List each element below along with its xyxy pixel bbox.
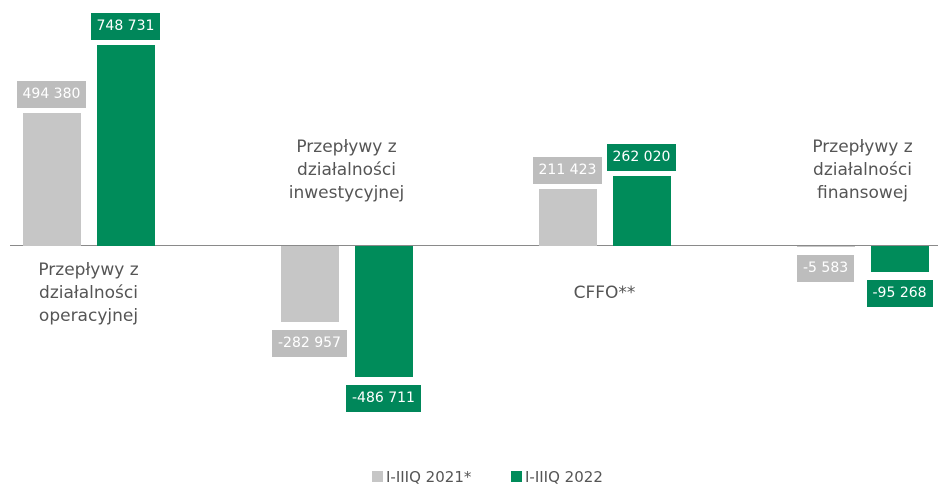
zero-line bbox=[10, 245, 938, 247]
category-label: Przepływy z działalności operacyjnej bbox=[38, 260, 139, 327]
value-label: -95 268 bbox=[866, 279, 933, 307]
legend-label: I-IIIQ 2021* bbox=[386, 468, 472, 486]
bar bbox=[538, 189, 597, 246]
bar bbox=[280, 245, 339, 322]
value-label: 211 423 bbox=[532, 157, 603, 185]
legend-swatch bbox=[372, 471, 383, 482]
value-label: 262 020 bbox=[606, 143, 677, 171]
bar bbox=[22, 113, 81, 246]
bar bbox=[612, 175, 671, 246]
bar bbox=[354, 245, 413, 377]
value-label: -486 711 bbox=[346, 384, 421, 412]
value-label: -282 957 bbox=[272, 330, 347, 357]
category-label: Przepływy z działalności inwestycyjnej bbox=[288, 137, 405, 204]
category-label: Przepływy z działalności finansowej bbox=[812, 137, 913, 204]
value-label: 748 731 bbox=[90, 12, 161, 40]
value-label: -5 583 bbox=[797, 255, 855, 283]
bar bbox=[796, 245, 855, 248]
legend-swatch bbox=[511, 471, 522, 482]
legend-label: I-IIIQ 2022 bbox=[525, 468, 603, 486]
value-label: 494 380 bbox=[16, 81, 87, 109]
bar bbox=[96, 44, 155, 246]
category-label: CFFO** bbox=[573, 283, 636, 304]
bar bbox=[870, 245, 929, 272]
